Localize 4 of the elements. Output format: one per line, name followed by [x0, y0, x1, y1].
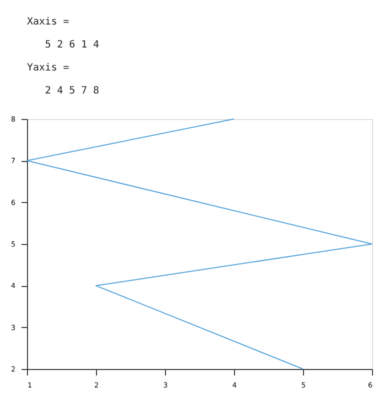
text: Xaxis = [27, 16, 70, 28]
text: 2 4 5 7 8 [45, 86, 100, 96]
text: Yaxis = [27, 62, 70, 74]
text: 5 2 6 1 4 [45, 40, 100, 50]
